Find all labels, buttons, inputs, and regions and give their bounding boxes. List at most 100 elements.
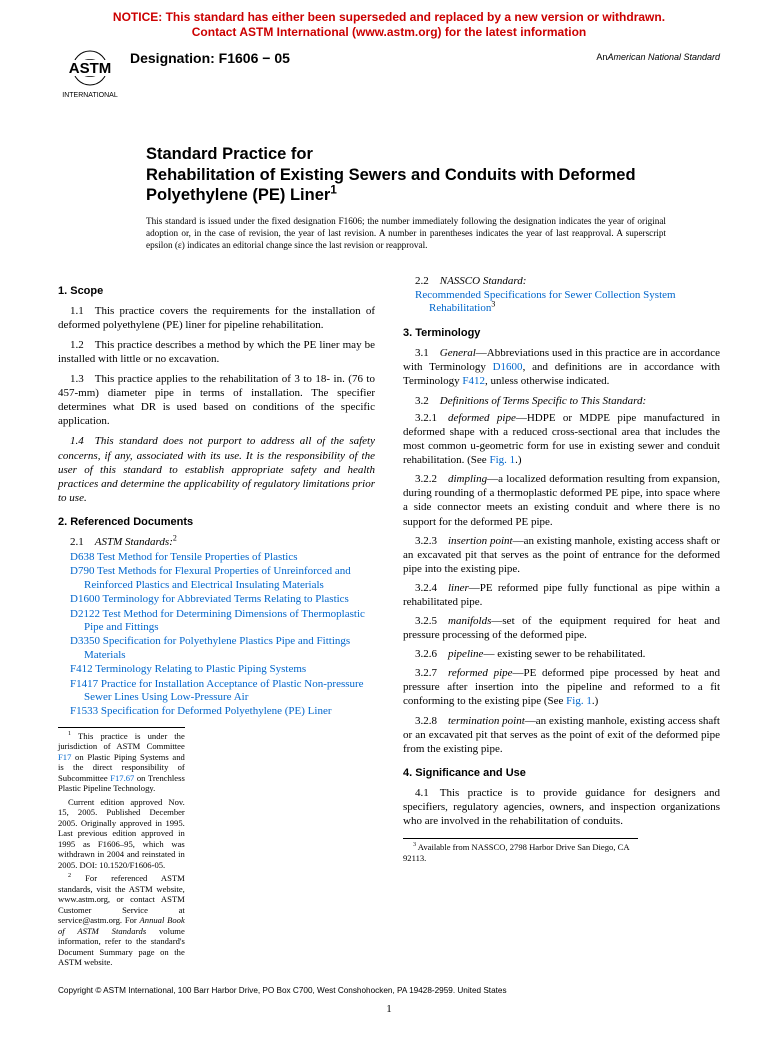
sec-2-head: 2. Referenced Documents xyxy=(58,515,375,529)
term-3-2-1: 3.2.1 deformed pipe—HDPE or MDPE pipe ma… xyxy=(403,411,720,467)
para-3-2: 3.2 Definitions of Terms Specific to Thi… xyxy=(403,394,720,408)
fn3-text: Available from NASSCO, 2798 Harbor Drive… xyxy=(403,842,629,862)
sec2-2-num: 2.2 xyxy=(415,275,440,287)
term-3-2-3: 3.2.3 insertion point—an existing manhol… xyxy=(403,534,720,576)
header-left: ASTM INTERNATIONAL Designation: F1606 − … xyxy=(58,46,290,106)
ref-code[interactable]: D3350 xyxy=(70,635,100,647)
footnote-1: 1 This practice is under the jurisdictio… xyxy=(58,731,185,794)
sec-1-head: 1. Scope xyxy=(58,284,375,298)
t321-term: deformed pipe xyxy=(448,412,516,424)
term-3-2-4: 3.2.4 liner—PE reformed pipe fully funct… xyxy=(403,581,720,609)
nassco-sup: 3 xyxy=(491,300,495,309)
ref-title[interactable]: Terminology Relating to Plastic Piping S… xyxy=(95,663,306,675)
logo-subtext: INTERNATIONAL xyxy=(62,92,118,99)
t326-body: — existing sewer to be rehabilitated. xyxy=(483,648,645,660)
ref-item: D790 Test Methods for Flexural Propertie… xyxy=(58,565,375,592)
ref-title[interactable]: Practice for Installation Acceptance of … xyxy=(84,678,364,703)
title-line-2: Rehabilitation of Existing Sewers and Co… xyxy=(146,166,636,205)
ref-title[interactable]: Test Method for Determining Dimensions o… xyxy=(84,608,365,633)
fn1-a: This practice is under the jurisdiction … xyxy=(58,731,185,751)
ref-code[interactable]: F412 xyxy=(70,663,93,675)
notice-line-2: Contact ASTM International (www.astm.org… xyxy=(58,25,720,40)
t328-pre: 3.2.8 xyxy=(415,715,448,727)
ref-item: D638 Test Method for Tensile Properties … xyxy=(58,551,375,564)
ref-title[interactable]: Terminology for Abbreviated Terms Relati… xyxy=(103,593,349,605)
t325-term: manifolds xyxy=(448,615,491,627)
t324-pre: 3.2.4 xyxy=(415,582,448,594)
sec2-1-num: 2.1 xyxy=(70,536,95,548)
p31-l1[interactable]: D1600 xyxy=(493,361,523,373)
term-3-2-2: 3.2.2 dimpling—a localized deformation r… xyxy=(403,472,720,528)
ref-item: D3350 Specification for Polyethylene Pla… xyxy=(58,635,375,662)
issuance-note: This standard is issued under the fixed … xyxy=(146,216,666,252)
t322-pre: 3.2.2 xyxy=(415,473,448,485)
ref-code[interactable]: F1417 xyxy=(70,678,98,690)
ref-code[interactable]: F1533 xyxy=(70,705,98,717)
para-4-1: 4.1 This practice is to provide guidance… xyxy=(403,786,720,828)
doc-title: Standard Practice for Rehabilitation of … xyxy=(146,144,666,206)
nassco-ref: Recommended Specifications for Sewer Col… xyxy=(403,289,720,316)
title-sup: 1 xyxy=(330,183,337,197)
column-right: 2.2 NASSCO Standard: Recommended Specifi… xyxy=(403,274,720,971)
t326-pre: 3.2.6 xyxy=(415,648,448,660)
ref-code[interactable]: D1600 xyxy=(70,593,100,605)
nassco-ref-text[interactable]: Recommended Specifications for Sewer Col… xyxy=(415,289,676,314)
para-1-1: 1.1 This practice covers the requirement… xyxy=(58,304,375,332)
p31-l2[interactable]: F412 xyxy=(462,375,485,387)
ref-item: F412 Terminology Relating to Plastic Pip… xyxy=(58,663,375,676)
t327-end: .) xyxy=(592,695,598,707)
footnote-2: 2 For referenced ASTM standards, visit t… xyxy=(58,873,185,967)
title-line-1: Standard Practice for xyxy=(146,145,313,163)
t327-term: reformed pipe xyxy=(448,667,513,679)
sec2-1-sup: 2 xyxy=(173,533,177,542)
astm-ref-list: D638 Test Method for Tensile Properties … xyxy=(58,551,375,719)
t327-fig[interactable]: Fig. 1 xyxy=(566,695,592,707)
para-2-2: 2.2 NASSCO Standard: xyxy=(403,274,720,288)
term-3-2-7: 3.2.7 reformed pipe—PE deformed pipe pro… xyxy=(403,666,720,708)
ref-title[interactable]: Specification for Polyethylene Plastics … xyxy=(84,635,350,660)
term-3-2-6: 3.2.6 pipeline— existing sewer to be reh… xyxy=(403,647,720,661)
term-3-2-8: 3.2.8 termination point—an existing manh… xyxy=(403,714,720,756)
term-3-2-5: 3.2.5 manifolds—set of the equipment req… xyxy=(403,614,720,642)
ans-text: American National Standard xyxy=(607,52,720,62)
t325-pre: 3.2.5 xyxy=(415,615,448,627)
ref-item: F1417 Practice for Installation Acceptan… xyxy=(58,678,375,705)
sec-3-head: 3. Terminology xyxy=(403,326,720,340)
para-1-2: 1.2 This practice describes a method by … xyxy=(58,338,375,366)
t321-end: .) xyxy=(515,454,521,466)
svg-text:ASTM: ASTM xyxy=(69,60,112,77)
ref-code[interactable]: D2122 xyxy=(70,608,100,620)
sec2-1-label: ASTM Standards: xyxy=(95,536,173,548)
fn1-link2[interactable]: F17.67 xyxy=(110,773,134,783)
para-3-1: 3.1 General—Abbreviations used in this p… xyxy=(403,346,720,388)
footnotes-col2: 3 Available from NASSCO, 2798 Harbor Dri… xyxy=(403,838,638,863)
ans-prefix: An xyxy=(596,52,607,62)
footnotes-col1: 1 This practice is under the jurisdictio… xyxy=(58,727,185,968)
page-number: 1 xyxy=(0,1003,778,1015)
notice-line-1: NOTICE: This standard has either been su… xyxy=(58,10,720,25)
para-1-3: 1.3 This practice applies to the rehabil… xyxy=(58,372,375,428)
sec2-2-label: NASSCO Standard: xyxy=(440,275,527,287)
t327-pre: 3.2.7 xyxy=(415,667,448,679)
fn1-link1[interactable]: F17 xyxy=(58,752,71,762)
t321-pre: 3.2.1 xyxy=(415,412,448,424)
ref-title[interactable]: Test Methods for Flexural Properties of … xyxy=(84,565,351,590)
ref-code[interactable]: D638 xyxy=(70,551,94,563)
title-block: Standard Practice for Rehabilitation of … xyxy=(146,144,666,206)
ref-item: D1600 Terminology for Abbreviated Terms … xyxy=(58,593,375,606)
ref-code[interactable]: D790 xyxy=(70,565,94,577)
t324-term: liner xyxy=(448,582,469,594)
p32-pre: 3.2 xyxy=(415,395,440,407)
t323-pre: 3.2.3 xyxy=(415,535,448,547)
ref-item: D2122 Test Method for Determining Dimens… xyxy=(58,608,375,635)
ref-title[interactable]: Specification for Deformed Polyethylene … xyxy=(101,705,332,717)
body-columns: 1. Scope 1.1 This practice covers the re… xyxy=(58,274,720,971)
para-1-4: 1.4 This standard does not purport to ad… xyxy=(58,434,375,504)
t321-fig[interactable]: Fig. 1 xyxy=(489,454,515,466)
t323-term: insertion point xyxy=(448,535,513,547)
notice-banner: NOTICE: This standard has either been su… xyxy=(58,10,720,40)
ref-title[interactable]: Test Method for Tensile Properties of Pl… xyxy=(97,551,298,563)
sec-4-head: 4. Significance and Use xyxy=(403,766,720,780)
header-row: ASTM INTERNATIONAL Designation: F1606 − … xyxy=(58,46,720,106)
designation-label: Designation: F1606 − 05 xyxy=(130,50,290,66)
